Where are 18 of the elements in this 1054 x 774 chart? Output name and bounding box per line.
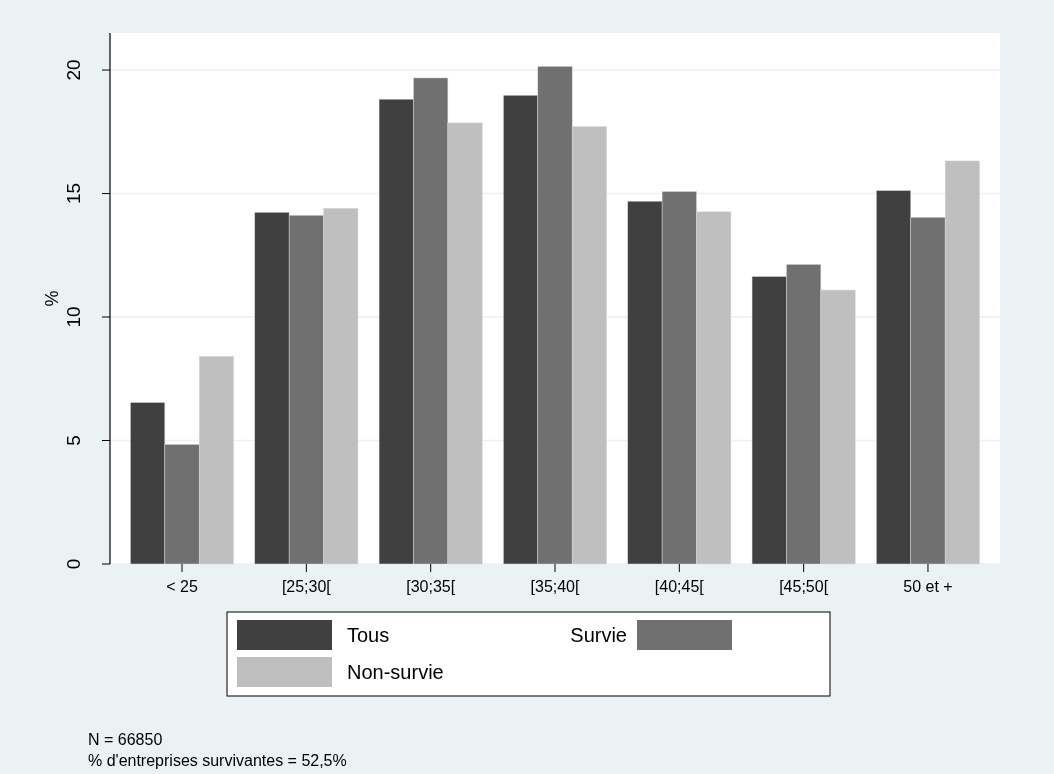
y-tick-label: 5 bbox=[63, 435, 84, 446]
y-tick-label: 20 bbox=[63, 59, 84, 81]
x-tick-label: < 25 bbox=[166, 578, 198, 595]
x-tick-label: [25;30[ bbox=[281, 578, 332, 595]
x-tick-label: 50 et + bbox=[903, 578, 953, 595]
y-axis-title: % bbox=[42, 290, 62, 307]
text: N = 66850 bbox=[88, 731, 163, 748]
x-tick-label: [40;45[ bbox=[654, 578, 705, 595]
y-tick-label: 0 bbox=[63, 558, 84, 570]
legend-label: Non-survie bbox=[347, 661, 444, 683]
x-tick-label: [35;40[ bbox=[530, 578, 581, 595]
y-tick-label: 15 bbox=[63, 182, 84, 205]
y-tick-label: 10 bbox=[63, 306, 84, 328]
x-tick-label: [45;50[ bbox=[779, 578, 829, 595]
text: % d'entreprises survivantes = 52,5% bbox=[88, 752, 347, 769]
legend-label: Tous bbox=[347, 624, 390, 646]
text: Survie bbox=[570, 624, 627, 646]
x-tick-label: [30;35[ bbox=[406, 578, 456, 595]
